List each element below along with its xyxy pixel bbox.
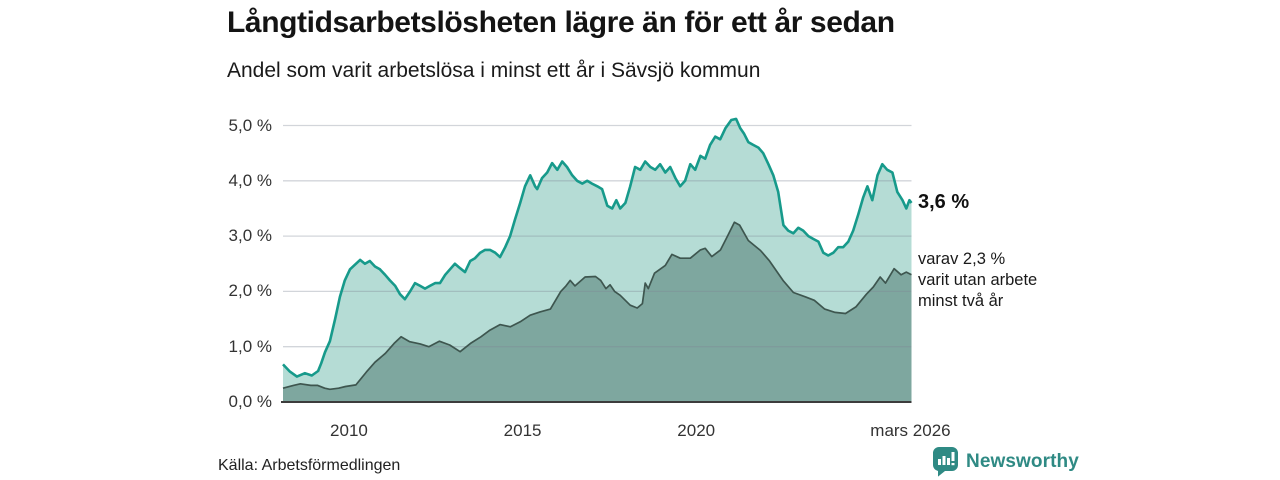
x-axis-tick-label: 2020 xyxy=(677,421,716,440)
total-line xyxy=(282,117,913,378)
y-axis-tick-label: 4,0 % xyxy=(228,170,272,190)
newsworthy-wordmark: Newsworthy xyxy=(966,451,1079,472)
y-axis-tick-label: 5,0 % xyxy=(228,115,272,135)
source-note: Källa: Arbetsförmedlingen xyxy=(218,457,401,474)
y-axis-tick-label: 1,0 % xyxy=(228,336,272,356)
two-year-area xyxy=(283,222,912,402)
y-axis-tick-label: 3,0 % xyxy=(228,226,272,246)
secondary-annotation-line: varit utan arbete xyxy=(918,271,1038,289)
x-axis-tick-label: 2015 xyxy=(503,421,542,440)
page-title: Långtidsarbetslösheten lägre än för ett … xyxy=(227,6,895,39)
secondary-annotation-line: minst två år xyxy=(918,292,1004,310)
secondary-annotation: varav 2,3 % varit utan arbete minst två … xyxy=(918,249,1037,312)
chart-subtitle: Andel som varit arbetslösa i minst ett å… xyxy=(227,59,761,82)
secondary-annotation-line: varav 2,3 % xyxy=(918,250,1006,268)
newsworthy-bar-chart-bubble-icon xyxy=(933,447,958,477)
latest-value-label: 3,6 % xyxy=(918,191,970,213)
x-axis-tick-label: mars 2026 xyxy=(870,421,951,440)
newsworthy-logo: Newsworthy xyxy=(933,447,1079,477)
two-year-line xyxy=(282,221,912,391)
y-axis-tick-label: 2,0 % xyxy=(228,281,272,301)
x-axis-tick-label: 2010 xyxy=(330,421,368,440)
y-axis-tick-label: 0,0 % xyxy=(228,392,272,411)
